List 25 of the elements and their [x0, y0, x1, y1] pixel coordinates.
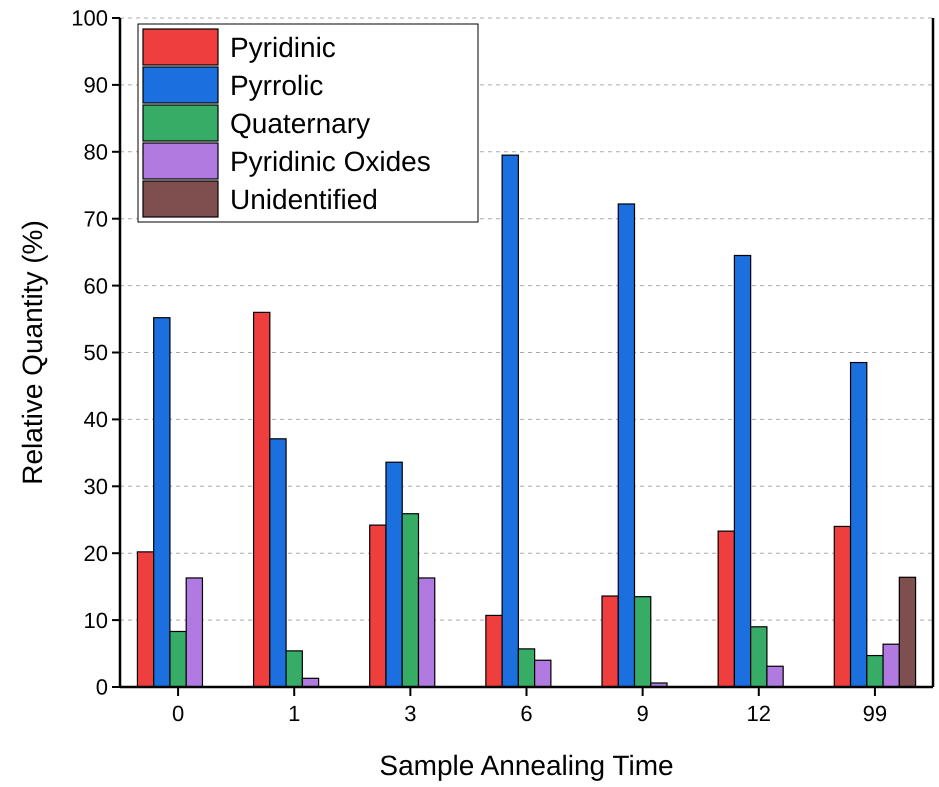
- x-tick-label: 9: [636, 701, 649, 726]
- y-tick-label: 60: [84, 273, 108, 298]
- x-axis-title: Sample Annealing Time: [379, 750, 674, 781]
- legend-label: Unidentified: [230, 184, 378, 215]
- y-tick-label: 20: [84, 540, 108, 566]
- y-tick-label: 100: [71, 6, 108, 31]
- legend-label: Pyridinic: [230, 32, 336, 63]
- y-tick-label: 90: [84, 72, 108, 98]
- y-tick-label: 80: [84, 140, 108, 164]
- x-tick-label: 12: [746, 701, 772, 726]
- y-axis-title: Relative Quantity (%): [17, 220, 48, 485]
- legend-label: Quaternary: [230, 108, 370, 139]
- y-tick-label: 30: [84, 474, 108, 499]
- legend-label: Pyrrolic: [230, 70, 324, 101]
- x-tick-label: 99: [862, 701, 888, 726]
- x-tick-label: 3: [404, 701, 416, 726]
- legend-label: Pyridinic Oxides: [230, 146, 431, 177]
- x-tick-label: 1: [288, 701, 300, 726]
- y-tick-label: 0: [96, 674, 108, 700]
- x-tick-label: 0: [172, 701, 184, 726]
- y-tick-label: 50: [84, 340, 108, 366]
- y-tick-label: 70: [84, 206, 108, 232]
- x-tick-label: 6: [520, 701, 533, 726]
- y-tick-label: 10: [84, 608, 108, 633]
- y-tick-label: 40: [84, 407, 108, 432]
